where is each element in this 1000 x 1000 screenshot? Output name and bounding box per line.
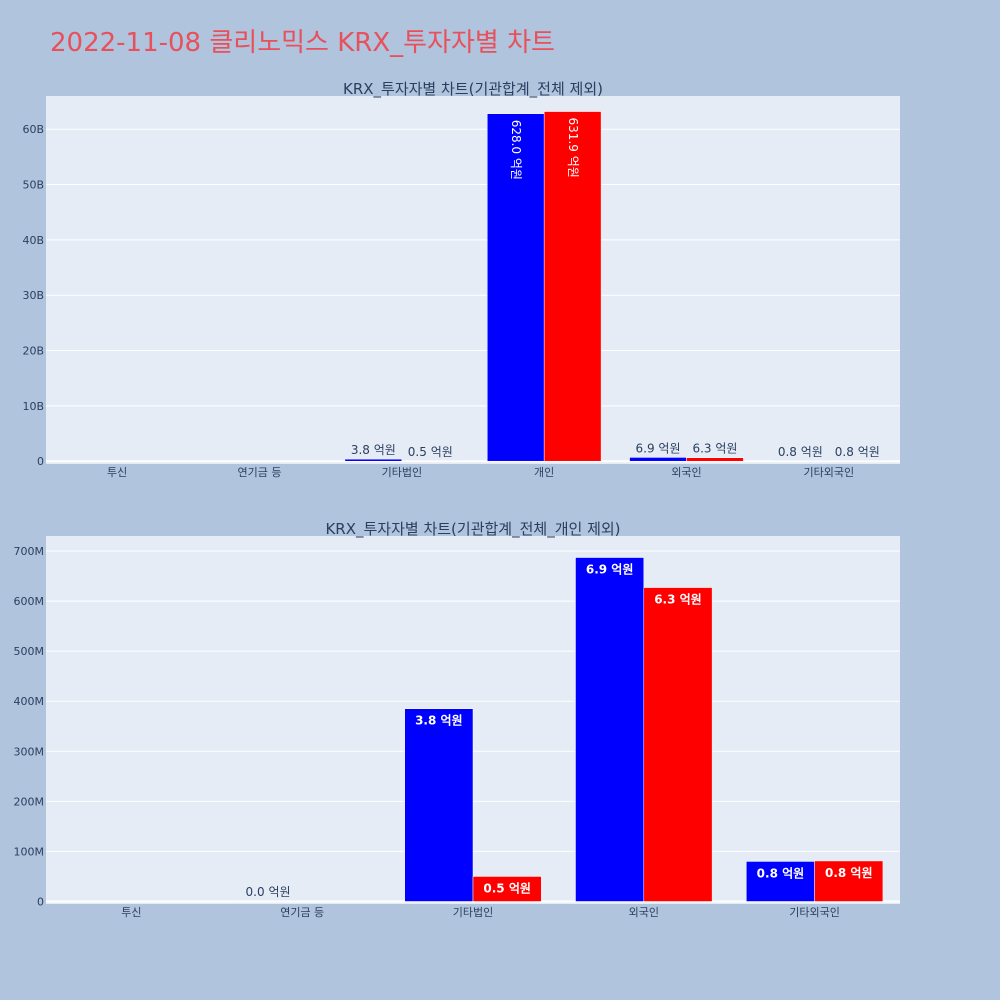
bar [814, 860, 884, 902]
y-tick-label: 300M [14, 745, 45, 758]
y-tick-label: 400M [14, 695, 45, 708]
data-label: 0.5 억원 [483, 881, 531, 895]
y-tick-label: 700M [14, 545, 45, 558]
y-tick-label: 60B [22, 123, 44, 136]
data-label: 6.3 억원 [692, 442, 737, 456]
data-label: 631.9 억원 [566, 118, 580, 178]
y-tick-label: 0 [37, 455, 44, 468]
bar [686, 457, 744, 462]
y-tick-label: 200M [14, 795, 45, 808]
y-tick-label: 10B [22, 400, 44, 413]
page-title: 2022-11-08 클리노믹스 KRX_투자자별 차트 [50, 28, 555, 58]
bar [746, 861, 815, 902]
data-label: 0.5 억원 [408, 445, 453, 459]
bar [472, 876, 542, 902]
chart-bottom: 0 100M 200M 300M 400M 500M 600M 700M KRX_투자자별 차트… [14, 520, 900, 919]
x-tick-label: 투신 [121, 906, 141, 919]
x-tick-label: 연기금 등 [238, 466, 282, 479]
data-label: 0.8 억원 [835, 445, 880, 459]
y-tick-label: 20B [22, 345, 44, 358]
x-tick-label: 투신 [107, 466, 127, 479]
data-label: 6.9 억원 [636, 441, 681, 455]
chart-title: KRX_투자자별 차트(기관합계_전체 제외) [343, 80, 603, 99]
plot-area [46, 96, 900, 464]
data-label: 0.8 억원 [825, 866, 873, 880]
x-tick-label: 기타법인 [382, 466, 422, 479]
x-tick-label: 외국인 [629, 906, 659, 919]
data-label: 0.0 억원 [246, 885, 291, 899]
bar [404, 708, 474, 902]
data-label: 6.3 억원 [654, 593, 702, 607]
x-tick-label: 연기금 등 [280, 906, 324, 919]
chart-top: 0 10B 20B 30B 40B 50B 60B KRX_투자자별 차트(기관합계_전체 제… [22, 80, 900, 479]
data-label: 6.9 억원 [586, 563, 634, 577]
bar [629, 457, 687, 462]
bar [543, 111, 602, 462]
data-label: 3.8 억원 [415, 714, 463, 728]
x-tick-label: 외국인 [671, 466, 701, 479]
x-tick-label: 기타외국인 [804, 466, 855, 479]
bar [344, 458, 403, 462]
bar [643, 587, 713, 902]
x-tick-label: 기타외국인 [789, 906, 840, 919]
y-tick-label: 30B [22, 289, 44, 302]
bar [486, 113, 545, 462]
chart-title: KRX_투자자별 차트(기관합계_전체_개인 제외) [325, 520, 620, 539]
y-tick-label: 500M [14, 645, 45, 658]
data-label: 3.8 억원 [351, 443, 396, 457]
data-label: 0.8 억원 [778, 445, 823, 459]
data-label: 0.8 억원 [757, 866, 805, 880]
y-tick-label: 50B [22, 179, 44, 192]
bar [575, 557, 645, 902]
data-label: 628.0 억원 [509, 120, 523, 180]
x-tick-label: 개인 [534, 466, 554, 479]
y-tick-label: 40B [22, 234, 44, 247]
x-tick-label: 기타법인 [453, 906, 493, 919]
y-tick-label: 0 [37, 895, 44, 908]
y-tick-label: 100M [14, 845, 45, 858]
y-tick-label: 600M [14, 595, 45, 608]
bar [233, 900, 303, 902]
